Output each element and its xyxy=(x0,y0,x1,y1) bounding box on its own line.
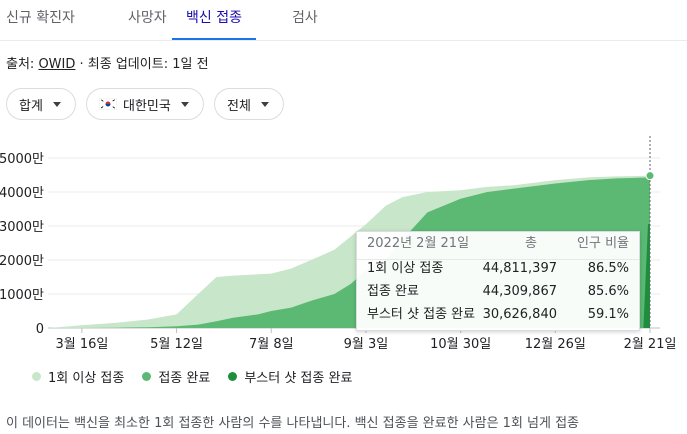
data-description: 이 데이터는 백신을 최소한 1회 접종한 사람의 수를 나타냅니다. 백신 접… xyxy=(6,416,580,431)
tooltip-divider xyxy=(357,259,639,260)
source-link[interactable]: OWID xyxy=(38,57,76,72)
tab-bar: 신규 확진자 사망자 백신 접종 검사 xyxy=(0,0,687,41)
y-tick-label: 1000만 xyxy=(0,288,44,303)
legend-item-complete[interactable]: 접종 완료 xyxy=(142,367,210,386)
chart-legend: 1회 이상 접종 접종 완료 부스터 샷 접종 완료 xyxy=(32,366,370,386)
tooltip-header: 2022년 2월 21일 총 인구 비율 xyxy=(367,234,629,254)
tab-new-cases[interactable]: 신규 확진자 xyxy=(6,10,75,26)
y-tick-label: 0 xyxy=(36,322,44,337)
tooltip-row-ratio: 86.5% xyxy=(587,261,629,276)
y-tick-label: 2000만 xyxy=(0,254,44,269)
x-tick-label: 3월 16일 xyxy=(55,337,108,352)
x-tick-label: 9월 3일 xyxy=(344,337,389,352)
source-prefix: 출처: xyxy=(6,57,35,72)
range-value: 전체 xyxy=(227,98,251,114)
hover-cursor xyxy=(645,136,655,328)
y-axis-ticks: 0 1000만 2000만 3000만 4000만 5000만 xyxy=(0,152,44,337)
tooltip-row-label: 부스터 샷 접종 완료 xyxy=(367,307,476,322)
legend-label: 접종 완료 xyxy=(158,370,211,386)
measure-dropdown[interactable]: 합계 xyxy=(6,88,76,120)
tooltip-row: 1회 이상 접종 44,811,397 86.5% xyxy=(367,259,629,279)
tab-vaccination[interactable]: 백신 접종 xyxy=(172,0,256,40)
y-tick-label: 4000만 xyxy=(0,186,44,201)
tooltip-row: 부스터 샷 접종 완료 30,626,840 59.1% xyxy=(367,305,629,325)
measure-value: 합계 xyxy=(19,98,43,114)
tooltip-row-total: 44,309,867 xyxy=(482,284,557,299)
last-updated: · 최종 업데이트: 1일 전 xyxy=(79,57,209,72)
x-tick-label: 2월 21일 xyxy=(624,337,677,352)
x-tick-label: 7월 8일 xyxy=(249,337,294,352)
chart-tooltip: 2022년 2월 21일 총 인구 비율 1회 이상 접종 44,811,397… xyxy=(356,231,640,331)
tooltip-row-ratio: 85.6% xyxy=(587,284,629,299)
tooltip-row-label: 1회 이상 접종 xyxy=(367,261,444,276)
source-line: 출처: OWID · 최종 업데이트: 1일 전 xyxy=(6,53,209,72)
tooltip-row: 접종 완료 44,309,867 85.6% xyxy=(367,282,629,302)
x-tick-label: 12월 26일 xyxy=(525,337,586,352)
x-axis-ticks: 3월 16일 5월 12일 7월 8일 9월 3일 10월 30일 12월 26일 2월 2… xyxy=(55,328,676,352)
tab-tests[interactable]: 검사 xyxy=(292,10,318,26)
range-dropdown[interactable]: 전체 xyxy=(214,88,284,120)
tooltip-row-total: 44,811,397 xyxy=(482,261,557,276)
country-value: 대한민국 xyxy=(123,98,171,114)
tooltip-col-ratio: 인구 비율 xyxy=(577,236,629,251)
legend-swatch xyxy=(142,371,152,381)
tooltip-row-label: 접종 완료 xyxy=(367,284,419,299)
legend-swatch xyxy=(228,371,238,381)
y-tick-label: 3000만 xyxy=(0,220,44,235)
area-series-booster xyxy=(643,223,650,328)
tab-deaths[interactable]: 사망자 xyxy=(128,10,167,26)
legend-label: 1회 이상 접종 xyxy=(48,370,125,386)
tooltip-col-total: 총 xyxy=(525,236,537,251)
legend-swatch xyxy=(32,371,41,381)
cursor-point xyxy=(645,171,655,181)
legend-label: 부스터 샷 접종 완료 xyxy=(244,370,353,386)
tooltip-row-total: 30,626,840 xyxy=(482,307,557,322)
chevron-down-icon xyxy=(52,101,61,107)
country-dropdown[interactable]: 대한민국 xyxy=(86,88,204,120)
chevron-down-icon xyxy=(180,101,189,107)
tooltip-row-ratio: 59.1% xyxy=(587,307,629,322)
legend-item-one-dose[interactable]: 1회 이상 접종 xyxy=(32,367,124,386)
y-tick-label: 5000만 xyxy=(0,152,44,167)
x-tick-label: 10월 30일 xyxy=(430,337,491,352)
korea-flag-icon xyxy=(99,98,117,110)
x-tick-label: 5월 12일 xyxy=(150,337,203,352)
chevron-down-icon xyxy=(260,101,269,107)
legend-item-booster[interactable]: 부스터 샷 접종 완료 xyxy=(228,367,352,386)
tooltip-date: 2022년 2월 21일 xyxy=(367,236,470,251)
